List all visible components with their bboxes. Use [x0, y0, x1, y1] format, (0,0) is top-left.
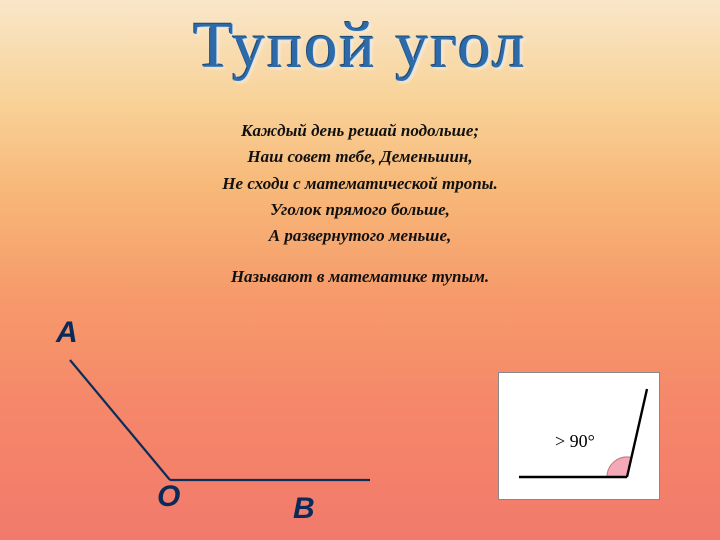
- angle-ray: [627, 389, 647, 477]
- angle-ray: [70, 360, 170, 480]
- angle-measure-label: > 90°: [555, 431, 595, 451]
- poem-line: Называют в математике тупым.: [0, 264, 720, 290]
- poem-block: Каждый день решай подольше; Наш совет те…: [0, 118, 720, 290]
- mini-angle-figure: > 90°: [498, 372, 660, 500]
- poem-line: А развернутого меньше,: [0, 223, 720, 249]
- poem-line: Уголок прямого больше,: [0, 197, 720, 223]
- slide-title: Тупой угол: [0, 8, 720, 84]
- slide: Тупой угол Каждый день решай подольше; Н…: [0, 0, 720, 540]
- poem-line: Каждый день решай подольше;: [0, 118, 720, 144]
- poem-line: Не сходи с математической тропы.: [0, 171, 720, 197]
- poem-line: Наш совет тебе, Деменьшин,: [0, 144, 720, 170]
- obtuse-angle-diagram: [50, 320, 390, 520]
